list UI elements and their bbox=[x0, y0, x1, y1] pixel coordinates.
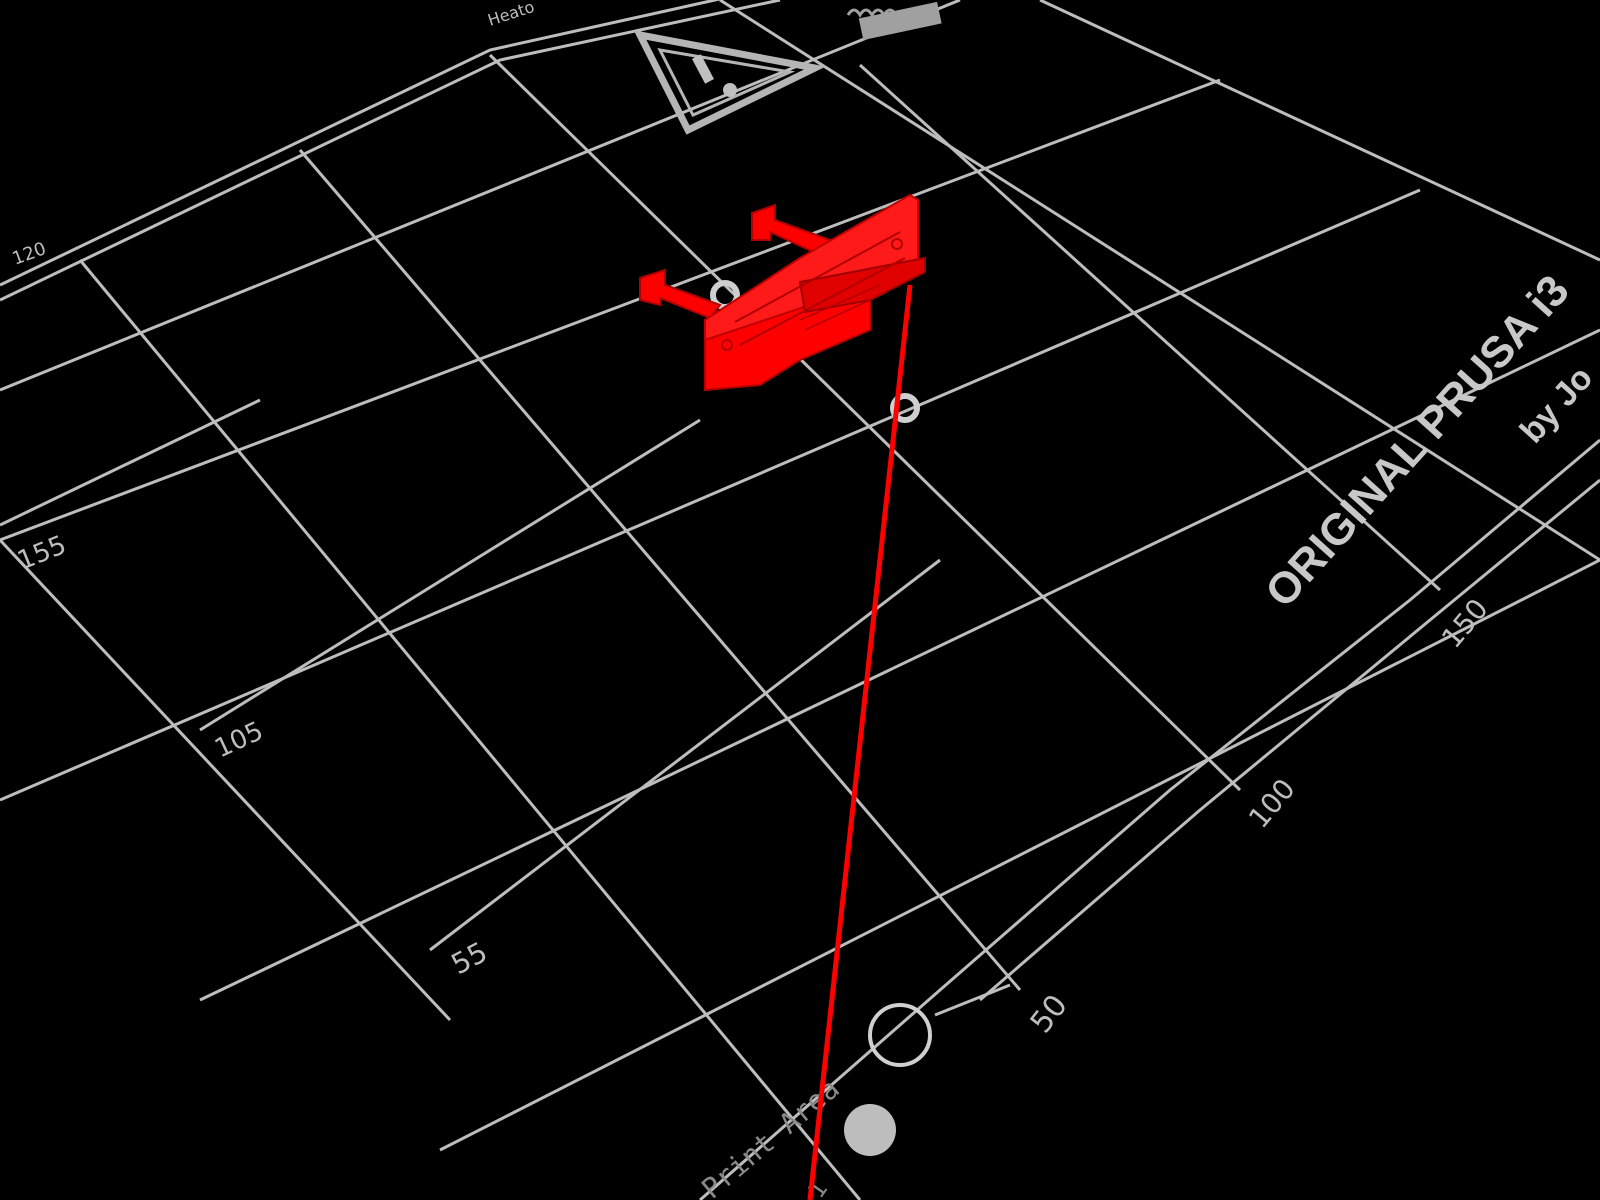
warning-triangle-icon bbox=[633, 30, 827, 135]
bed-hole-1 bbox=[890, 393, 920, 423]
bed-frame-top-inner bbox=[0, 0, 722, 287]
grid-line-c2 bbox=[199, 418, 701, 732]
axis-label-55: 55 bbox=[446, 935, 493, 981]
bed-frame-top bbox=[0, 0, 781, 302]
grid-line-a6 bbox=[0, 538, 452, 1022]
axis-label-150: 150 bbox=[1435, 592, 1495, 654]
heato-label: Heato bbox=[485, 0, 536, 30]
bed-frame-right-inner bbox=[979, 478, 1600, 1002]
part-detail-2 bbox=[739, 257, 906, 346]
part-top-face bbox=[704, 193, 919, 342]
grid-line-a3 bbox=[488, 53, 1242, 792]
grid-line-a4 bbox=[858, 63, 1442, 592]
bed-frame-right bbox=[699, 438, 1600, 1200]
bed-hole-4 bbox=[844, 1104, 896, 1156]
axis-label-50: 50 bbox=[1024, 988, 1075, 1040]
bed-hole-3 bbox=[868, 1003, 932, 1067]
grid-line-b4 bbox=[439, 558, 1600, 1152]
brand-text-line2: by Jo bbox=[1513, 359, 1600, 450]
axis-label-155: 155 bbox=[13, 530, 70, 576]
part-detail-3 bbox=[799, 284, 881, 321]
grid-line-a1 bbox=[78, 259, 862, 1200]
grid-line-c3 bbox=[429, 558, 941, 952]
axis-label-105: 105 bbox=[210, 716, 268, 764]
part-detail-4 bbox=[804, 292, 886, 331]
grid-line-a7 bbox=[719, 0, 1600, 562]
grid-line-a5 bbox=[1039, 0, 1600, 262]
part-detail-1 bbox=[734, 231, 901, 323]
part-base-lip bbox=[798, 256, 926, 314]
axis-label-100: 100 bbox=[1242, 772, 1302, 834]
part-hole-2 bbox=[891, 238, 903, 250]
red-travel-line bbox=[807, 284, 913, 1200]
part-hole-1 bbox=[721, 339, 733, 351]
grid-line-b2 bbox=[0, 188, 1421, 802]
grid-line-b1 bbox=[0, 78, 1221, 542]
grid-line-b3 bbox=[199, 328, 1600, 1002]
part-front-arm bbox=[639, 268, 722, 320]
print-area-line bbox=[934, 983, 1011, 1017]
heat-bed-icon bbox=[846, 1, 942, 41]
grid-line-c1 bbox=[0, 398, 261, 527]
axis-label-1: 1 bbox=[802, 1176, 833, 1200]
grid-line-a2 bbox=[298, 149, 1022, 991]
red-printed-part[interactable] bbox=[639, 193, 926, 392]
